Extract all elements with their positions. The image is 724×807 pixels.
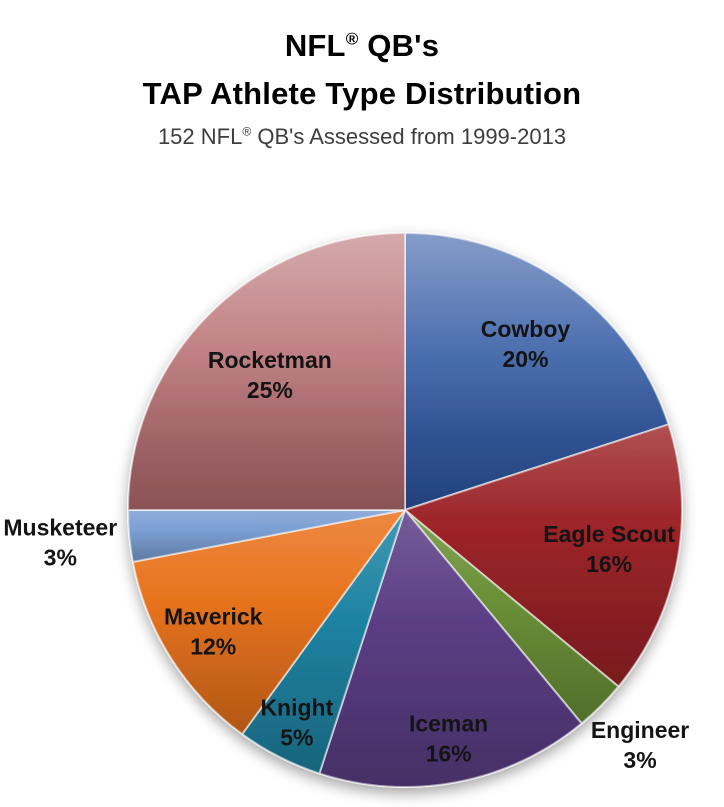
slice-label-knight: Knight 5% <box>260 694 333 750</box>
slice-label-musketeer: Musketeer 3% <box>3 515 117 571</box>
slice-label-rocketman: Rocketman 25% <box>208 347 332 403</box>
pie-slices-group <box>127 232 683 788</box>
chart-header: NFL® QB's TAP Athlete Type Distribution … <box>0 22 724 152</box>
slice-label-cowboy: Cowboy 20% <box>481 316 571 372</box>
slice-label-maverick: Maverick 12% <box>164 604 263 660</box>
slice-label-iceman: Iceman 16% <box>409 711 488 767</box>
pie-slice-iceman <box>318 509 583 788</box>
chart-subtitle: 152 NFL® QB's Assessed from 1999-2013 <box>157 124 567 149</box>
slice-label-engineer: Engineer 3% <box>591 717 689 773</box>
slice-label-eagle-scout: Eagle Scout 16% <box>543 521 675 577</box>
chart-title-line2: TAP Athlete Type Distribution <box>142 76 582 111</box>
chart-title-line1: NFL® QB's <box>284 28 440 63</box>
pie-slice-maverick <box>131 509 406 736</box>
